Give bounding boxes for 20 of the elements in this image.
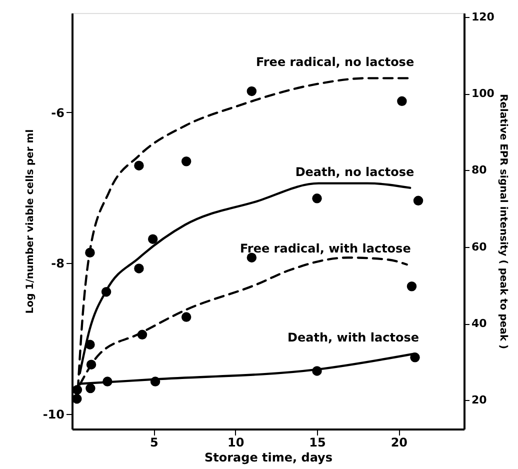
y-tick-label: -10	[42, 407, 64, 422]
x-tick-label: 20	[390, 436, 408, 450]
y2-tick-label: 120	[472, 10, 495, 24]
x-tick-label: 5	[150, 436, 158, 450]
y-axis-title: Log 1/number viable cells per ml	[24, 129, 36, 314]
series-label: Death, with lactose	[288, 330, 419, 345]
y-tick-label: -8	[51, 256, 64, 271]
series-label: Death, no lactose	[295, 164, 414, 179]
y2-tick-label: 60	[472, 240, 488, 254]
y2-tick-label: 100	[472, 87, 495, 100]
x-tick-label: 10	[227, 436, 244, 450]
series-label: Free radical, with lactose	[240, 242, 411, 256]
series-label: Free radical, no lactose	[256, 55, 414, 70]
y2-axis-title: Relative EPR signal intensity ( peak to peak )	[497, 94, 508, 350]
y-tick-label: -6	[51, 106, 64, 120]
x-tick-label: 15	[309, 436, 326, 450]
x-axis-title: Storage time, days	[204, 450, 333, 464]
y2-tick-label: 80	[472, 164, 488, 177]
y2-tick-label: 40	[472, 317, 488, 330]
y2-tick-label: 20	[472, 394, 488, 407]
